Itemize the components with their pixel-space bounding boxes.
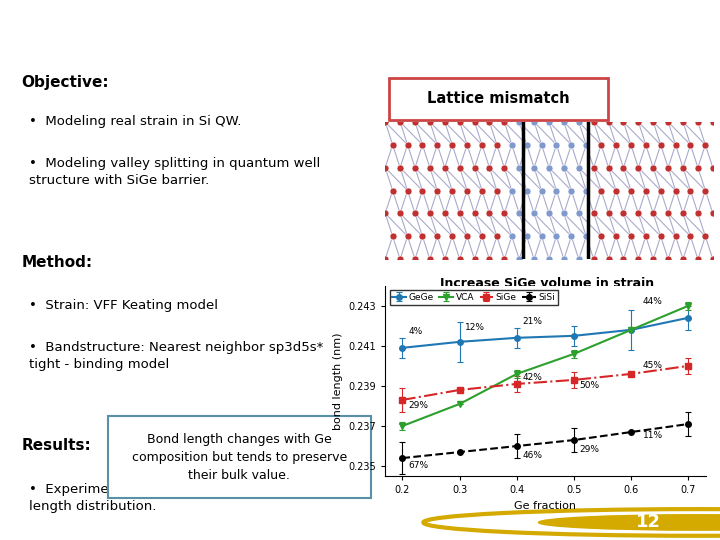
Text: 67%: 67% xyxy=(408,461,428,470)
Legend: GeGe, VCA, SiGe, SiSi: GeGe, VCA, SiGe, SiSi xyxy=(390,290,558,305)
Circle shape xyxy=(0,12,169,35)
X-axis label: Ge fraction: Ge fraction xyxy=(514,501,577,511)
Text: Objective:: Objective: xyxy=(22,76,109,90)
Text: Increase SiGe volume in strain
calculation to mimic relaxed SiGe
substrate and s: Increase SiGe volume in strain calculati… xyxy=(430,277,665,328)
Text: •  Modeling real strain in Si QW.: • Modeling real strain in Si QW. xyxy=(29,115,241,128)
Text: 11%: 11% xyxy=(643,431,663,440)
Text: •  Strain: VFF Keating model: • Strain: VFF Keating model xyxy=(29,299,218,312)
Text: Bond length changes with Ge
composition but tends to preserve
their bulk value.: Bond length changes with Ge composition … xyxy=(132,433,347,482)
Bar xyxy=(523,115,588,266)
Text: 42%: 42% xyxy=(523,373,542,382)
Text: Method:: Method: xyxy=(22,255,93,269)
Text: 12%: 12% xyxy=(465,323,485,332)
Text: Zhengping Jiang: Zhengping Jiang xyxy=(104,517,196,528)
Text: 12: 12 xyxy=(636,514,660,531)
Text: •  Bandstructure: Nearest neighbor sp3d5s*
tight - binding model: • Bandstructure: Nearest neighbor sp3d5s… xyxy=(29,341,323,371)
FancyBboxPatch shape xyxy=(389,78,608,120)
Text: nanoHUB.org: nanoHUB.org xyxy=(19,46,60,51)
Text: 21%: 21% xyxy=(523,317,542,326)
Text: U N I V E R S I T Y: U N I V E R S I T Y xyxy=(11,528,59,533)
Text: 46%: 46% xyxy=(523,451,542,460)
Text: ncn: ncn xyxy=(22,13,58,31)
Text: 29%: 29% xyxy=(408,401,428,410)
Y-axis label: bond length (nm): bond length (nm) xyxy=(333,332,343,430)
Text: 4%: 4% xyxy=(408,327,423,336)
Text: Lattice mismatch: Lattice mismatch xyxy=(427,91,570,106)
Text: 45%: 45% xyxy=(643,361,662,370)
Text: 50%: 50% xyxy=(580,381,600,390)
Circle shape xyxy=(539,515,720,530)
Text: PURDUE: PURDUE xyxy=(11,510,63,520)
Text: Results:: Results: xyxy=(22,438,91,454)
Text: •  Modeling valley splitting in quantum well
structure with SiGe barrier.: • Modeling valley splitting in quantum w… xyxy=(29,157,320,187)
Text: •  Experimental observed tri-mode bond
length distribution.: • Experimental observed tri-mode bond le… xyxy=(29,483,300,513)
Text: 29%: 29% xyxy=(580,445,600,454)
FancyBboxPatch shape xyxy=(108,416,371,498)
Text: Valley splitting in  (100) SiGe/Si/SiGe QW: Valley splitting in (100) SiGe/Si/SiGe Q… xyxy=(153,21,668,41)
Text: 44%: 44% xyxy=(643,297,662,306)
